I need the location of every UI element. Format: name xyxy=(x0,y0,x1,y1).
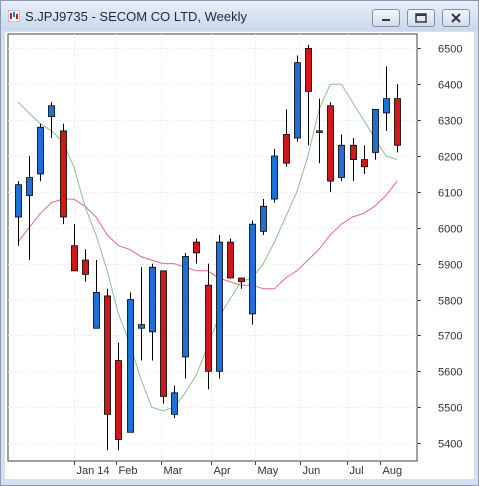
x-tick-label: Mar xyxy=(164,465,183,477)
restore-icon xyxy=(415,13,427,23)
candle-body xyxy=(205,284,212,372)
candle-body xyxy=(160,270,167,397)
candlestick-chart: 5400 5500 5600 5700 5800 5900 6000 6100 6200 6300… xyxy=(7,33,462,477)
y-tick-label: 6100 xyxy=(438,188,462,200)
candle-body xyxy=(383,98,390,114)
candle-body xyxy=(60,130,67,218)
x-tick-label: Feb xyxy=(119,465,138,477)
close-icon xyxy=(451,13,461,23)
candle-body xyxy=(104,295,111,415)
candle-body xyxy=(127,299,134,433)
candle-body xyxy=(327,105,334,182)
title-bar[interactable]: S.JPJ9735 - SECOM CO LTD, Weekly xyxy=(1,1,478,31)
candle-body xyxy=(115,360,122,440)
plot-frame xyxy=(7,33,418,462)
restore-button[interactable] xyxy=(407,9,435,27)
y-tick-label: 6300 xyxy=(438,116,462,128)
candle-body xyxy=(260,205,267,232)
candle-body xyxy=(26,177,33,196)
candle-body xyxy=(193,241,200,254)
candle-body xyxy=(182,256,189,358)
candle-body xyxy=(138,324,145,329)
candle-body xyxy=(71,245,78,272)
y-tick-label: 5500 xyxy=(438,403,462,415)
candle-body xyxy=(227,241,234,279)
y-tick-label: 6000 xyxy=(438,224,462,236)
candle-body xyxy=(350,144,357,160)
candle-body xyxy=(249,223,256,315)
window-title: S.JPJ9735 - SECOM CO LTD, Weekly xyxy=(25,9,248,24)
y-tick-label: 5600 xyxy=(438,367,462,379)
candle-body xyxy=(271,155,278,200)
chart-area: 5400 5500 5600 5700 5800 5900 6000 6100 6200 6300… xyxy=(5,32,474,479)
candles xyxy=(15,44,401,451)
x-tick-label: Aug xyxy=(383,465,403,477)
candle-body xyxy=(316,130,323,133)
candle-body xyxy=(82,259,89,275)
candle-body xyxy=(283,134,290,164)
candle-body xyxy=(394,98,401,146)
y-tick-label: 6500 xyxy=(438,44,462,56)
x-tick-label: May xyxy=(258,465,279,477)
candle-body xyxy=(48,105,55,117)
ma-long-line xyxy=(17,180,398,290)
candle-body xyxy=(93,291,100,329)
x-tick-label: Jan 14 xyxy=(77,465,110,477)
y-tick-label: 5900 xyxy=(438,260,462,272)
x-tick-label: Jul xyxy=(350,465,364,477)
y-tick-label: 6200 xyxy=(438,152,462,164)
y-tick-label: 6400 xyxy=(438,80,462,92)
axes: 5400 5500 5600 5700 5800 5900 6000 6100 6200 6300… xyxy=(74,44,462,477)
x-tick-label: Apr xyxy=(214,465,231,477)
close-button[interactable] xyxy=(442,9,470,27)
candle-body xyxy=(305,47,312,92)
candle-body xyxy=(294,62,301,139)
x-tick-label: Jun xyxy=(303,465,321,477)
y-tick-label: 5700 xyxy=(438,331,462,343)
candle-body xyxy=(238,277,245,282)
candle-body xyxy=(15,184,22,218)
candle-body xyxy=(37,126,44,175)
candle-body xyxy=(372,108,379,153)
candle-body xyxy=(171,392,178,415)
candle-body xyxy=(361,159,368,168)
minimize-button[interactable] xyxy=(372,9,400,27)
chart-candles-icon xyxy=(8,10,20,22)
candle-body xyxy=(149,266,156,333)
y-tick-label: 5400 xyxy=(438,439,462,451)
candle-body xyxy=(216,241,223,372)
grid-lines xyxy=(7,33,418,462)
candle-body xyxy=(338,144,345,178)
y-tick-label: 5800 xyxy=(438,296,462,308)
minimize-icon xyxy=(382,19,390,21)
